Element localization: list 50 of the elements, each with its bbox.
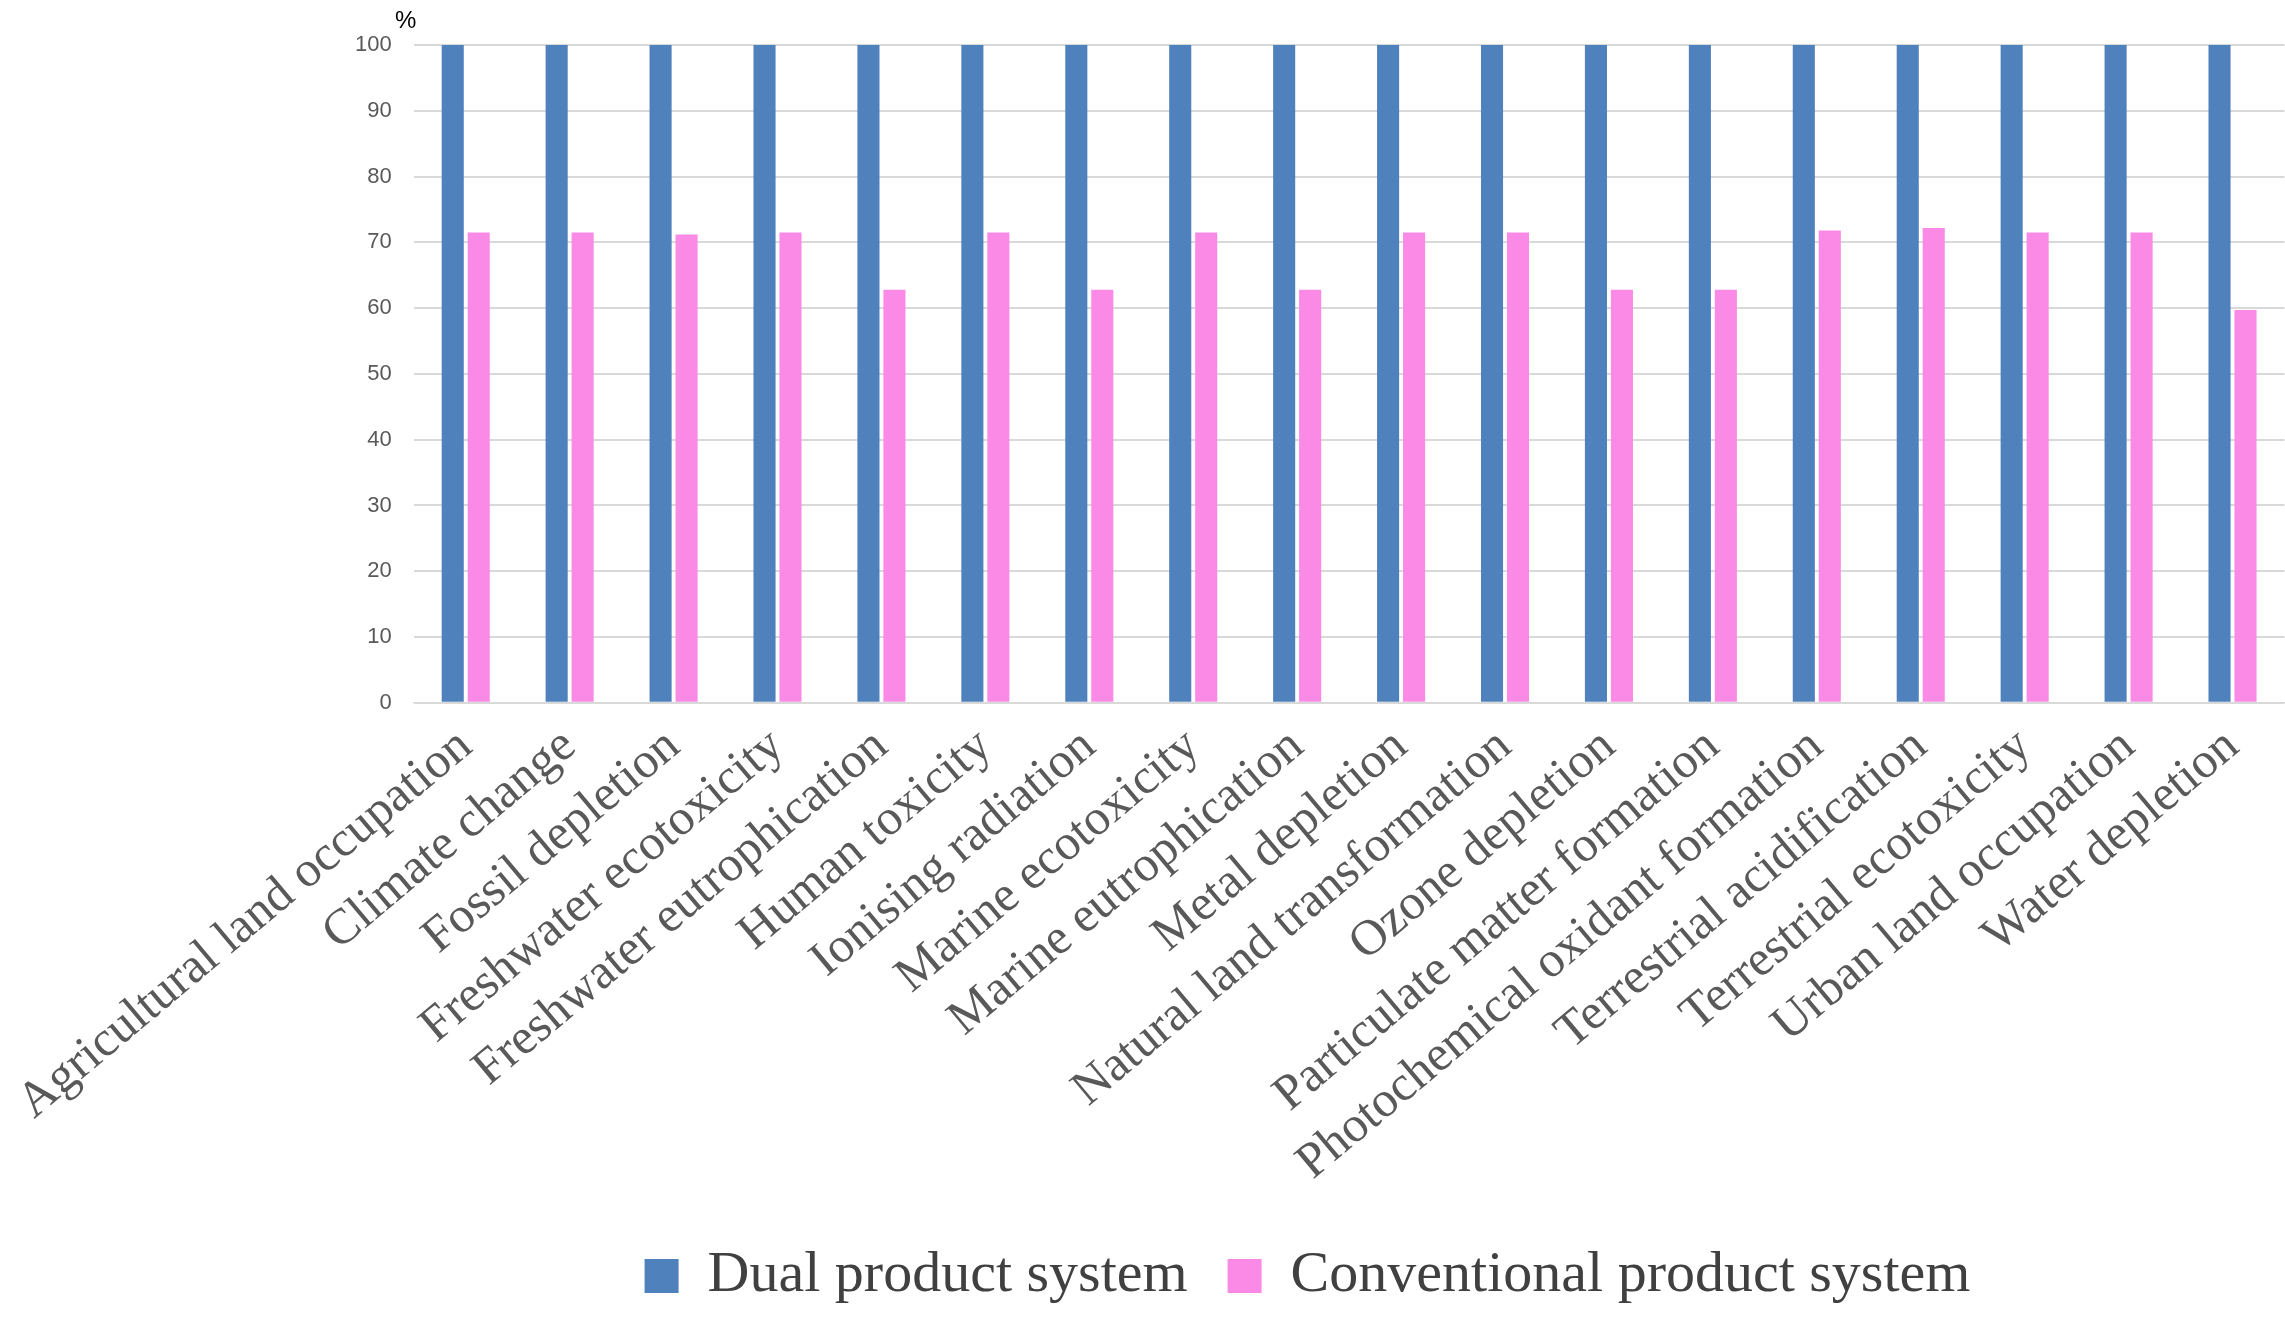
bar <box>1610 289 1633 702</box>
bar <box>2130 232 2153 702</box>
bar <box>779 232 802 702</box>
legend-label: Conventional product system <box>1290 1239 1971 1305</box>
y-tick-label: 50 <box>367 359 392 385</box>
bar <box>1377 45 1400 702</box>
bar <box>1403 232 1426 702</box>
bar <box>2208 45 2231 702</box>
bar <box>753 45 776 702</box>
bar <box>2234 310 2257 702</box>
y-tick-label: 80 <box>367 162 392 188</box>
y-axis-title: % <box>395 5 417 33</box>
y-tick-label: 20 <box>367 557 392 583</box>
bar <box>1273 45 1296 702</box>
bar <box>1169 45 1192 702</box>
y-tick-label: 10 <box>367 623 392 649</box>
bar <box>987 232 1010 702</box>
bar <box>1792 45 1815 702</box>
bar <box>883 289 906 702</box>
bar <box>1065 45 1088 702</box>
bar <box>1091 289 1114 702</box>
bar <box>2104 45 2127 702</box>
bar <box>961 45 984 702</box>
bar <box>2000 45 2023 702</box>
bar <box>1195 232 1218 702</box>
bar <box>675 234 698 702</box>
bar <box>649 45 672 702</box>
y-tick-label: 60 <box>367 294 392 320</box>
bar <box>2026 232 2049 702</box>
bar <box>1896 45 1919 702</box>
y-tick-label: 0 <box>379 688 392 714</box>
bar <box>1688 45 1711 702</box>
bar <box>1714 289 1737 702</box>
y-tick-label: 90 <box>367 96 392 122</box>
bar <box>545 45 568 702</box>
y-tick-label: 70 <box>367 228 392 254</box>
y-tick-label: 40 <box>367 425 392 451</box>
bar <box>1299 289 1322 702</box>
bar <box>467 232 490 702</box>
y-tick-label: 100 <box>355 31 392 57</box>
bar <box>1480 45 1504 702</box>
legend-label: Dual product system <box>707 1239 1188 1305</box>
bar <box>857 45 880 702</box>
bar <box>1584 45 1607 702</box>
bar <box>1818 230 1841 702</box>
bar <box>571 232 594 702</box>
y-tick-label: 30 <box>367 491 392 517</box>
bar <box>441 45 464 702</box>
bar <box>1506 232 1530 702</box>
bar <box>1922 227 1945 702</box>
